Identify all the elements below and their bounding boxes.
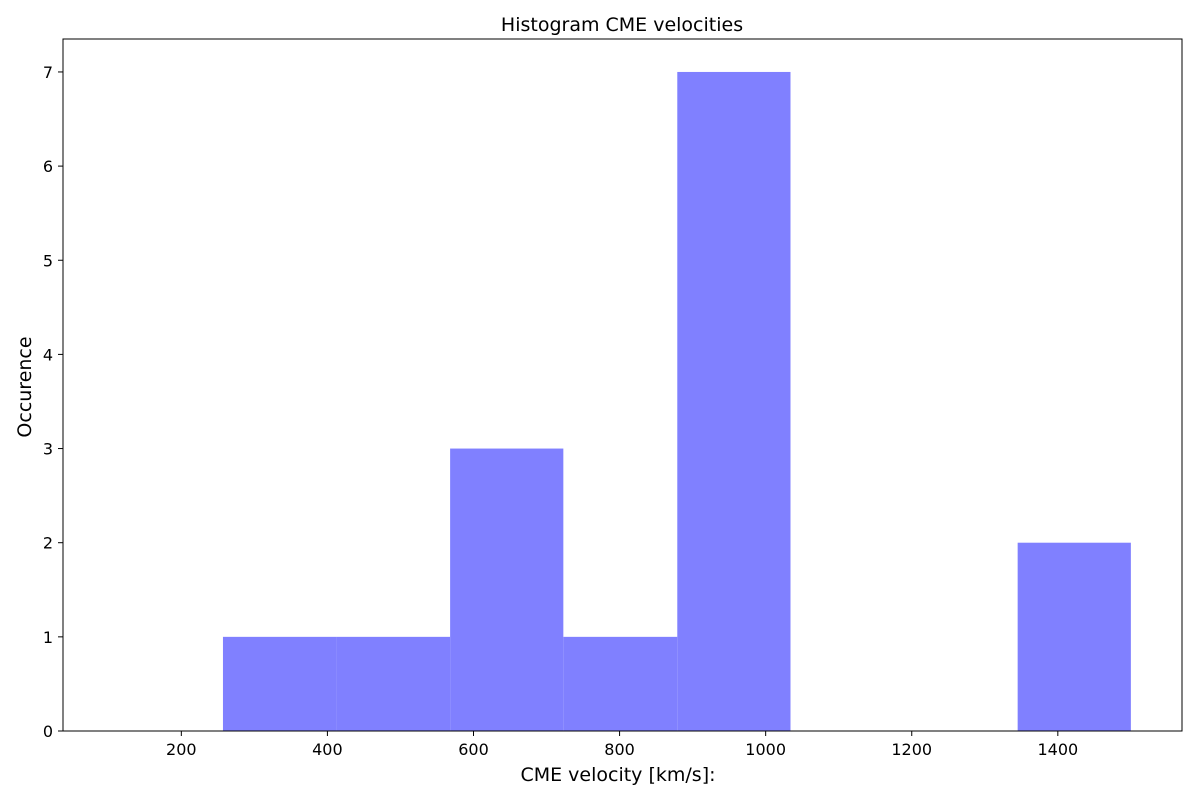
x-axis-label: CME velocity [km/s]: [520, 764, 715, 786]
x-tick-label: 1200 [891, 740, 932, 759]
y-tick-label: 5 [43, 251, 53, 270]
y-tick-label: 7 [43, 63, 53, 82]
histogram-bar [677, 71, 791, 731]
chart-title: Histogram CME velocities [501, 14, 743, 36]
histogram-bar [1017, 542, 1131, 731]
histogram-bar [450, 448, 564, 731]
x-axis-ticks: 200 400 600 800 1000 1200 1400 [166, 731, 1078, 759]
y-tick-label: 4 [43, 345, 53, 364]
y-tick-label: 3 [43, 440, 53, 459]
histogram-bar [336, 636, 451, 731]
y-axis-ticks: 0 1 2 3 4 5 6 7 [43, 63, 63, 741]
x-tick-label: 400 [312, 740, 343, 759]
y-axis-label: Occurence [14, 336, 36, 437]
y-tick-label: 0 [43, 722, 53, 741]
x-tick-label: 200 [166, 740, 197, 759]
x-tick-label: 1400 [1037, 740, 1078, 759]
plot-frame [62, 38, 1183, 732]
x-tick-label: 600 [458, 740, 489, 759]
y-tick-label: 6 [43, 157, 53, 176]
y-tick-label: 1 [43, 628, 53, 647]
bars-group [222, 71, 1131, 731]
y-tick-label: 2 [43, 534, 53, 553]
histogram-bar [222, 636, 337, 731]
x-tick-label: 800 [604, 740, 635, 759]
histogram-bar [563, 636, 678, 731]
x-tick-label: 1000 [745, 740, 786, 759]
